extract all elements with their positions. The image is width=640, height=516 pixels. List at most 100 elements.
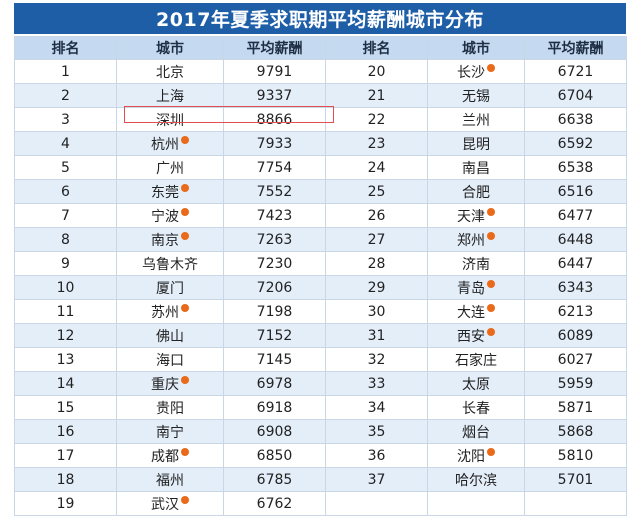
- right-rank-cell: 22: [325, 107, 428, 132]
- table-row: 15 贵阳 6918 34 长春 5871: [14, 395, 627, 420]
- table-row: 17 成都 6850 36 沈阳 5810: [14, 443, 627, 468]
- city-name: 济南: [462, 256, 490, 273]
- city-name: 大连: [457, 304, 485, 321]
- city-name: 成都: [151, 448, 179, 465]
- left-rank-cell: 14: [14, 371, 117, 396]
- orange-dot-icon: [181, 375, 189, 384]
- right-rank-cell: 25: [325, 179, 428, 204]
- orange-dot-icon: [181, 183, 189, 192]
- header-salary-left: 平均薪酬: [223, 36, 326, 60]
- right-salary-cell: 6704: [524, 83, 627, 108]
- left-city-cell: 上海: [116, 83, 224, 108]
- header-rank-left: 排名: [14, 36, 117, 60]
- city-name: 兰州: [462, 112, 490, 129]
- orange-dot-icon: [487, 279, 495, 288]
- city-name: 烟台: [462, 424, 490, 441]
- left-city-cell: 乌鲁木齐: [116, 251, 224, 276]
- left-rank-cell: 13: [14, 347, 117, 372]
- right-salary-cell: [524, 491, 627, 516]
- right-rank-cell: 26: [325, 203, 428, 228]
- orange-dot-icon: [487, 447, 495, 456]
- right-salary-cell: 6538: [524, 155, 627, 180]
- table-row: 3 深圳 8866 22 兰州 6638: [14, 107, 627, 132]
- left-salary-cell: 6978: [223, 371, 326, 396]
- city-name: 深圳: [156, 112, 184, 129]
- left-rank-cell: 9: [14, 251, 117, 276]
- right-salary-cell: 5868: [524, 419, 627, 444]
- city-name: 郑州: [457, 232, 485, 249]
- left-rank-cell: 1: [14, 59, 117, 84]
- left-salary-cell: 7230: [223, 251, 326, 276]
- city-name: 武汉: [151, 496, 179, 513]
- right-rank-cell: 28: [325, 251, 428, 276]
- left-city-cell: 福州: [116, 467, 224, 492]
- left-city-cell: 南京: [116, 227, 224, 252]
- right-rank-cell: 32: [325, 347, 428, 372]
- city-name: 海口: [156, 352, 184, 369]
- left-city-cell: 北京: [116, 59, 224, 84]
- right-salary-cell: 6638: [524, 107, 627, 132]
- table-row: 6 东莞 7552 25 合肥 6516: [14, 179, 627, 204]
- right-rank-cell: 37: [325, 467, 428, 492]
- city-name: 长沙: [457, 64, 485, 81]
- right-rank-cell: 36: [325, 443, 428, 468]
- left-city-cell: 杭州: [116, 131, 224, 156]
- right-salary-cell: 6721: [524, 59, 627, 84]
- right-salary-cell: 6448: [524, 227, 627, 252]
- table-row: 11 苏州 7198 30 大连 6213: [14, 299, 627, 324]
- table-header-row: 排名 城市 平均薪酬 排名 城市 平均薪酬: [14, 36, 627, 60]
- right-city-cell: 哈尔滨: [427, 467, 525, 492]
- left-rank-cell: 16: [14, 419, 117, 444]
- left-rank-cell: 2: [14, 83, 117, 108]
- table-row: 5 广州 7754 24 南昌 6538: [14, 155, 627, 180]
- right-salary-cell: 5810: [524, 443, 627, 468]
- table-row: 8 南京 7263 27 郑州 6448: [14, 227, 627, 252]
- header-rank-right: 排名: [325, 36, 428, 60]
- city-name: 无锡: [462, 88, 490, 105]
- table-row: 2 上海 9337 21 无锡 6704: [14, 83, 627, 108]
- left-city-cell: 苏州: [116, 299, 224, 324]
- city-name: 苏州: [151, 304, 179, 321]
- header-city-left: 城市: [116, 36, 224, 60]
- left-salary-cell: 7263: [223, 227, 326, 252]
- right-rank-cell: 29: [325, 275, 428, 300]
- left-rank-cell: 7: [14, 203, 117, 228]
- table-row: 13 海口 7145 32 石家庄 6027: [14, 347, 627, 372]
- left-salary-cell: 7152: [223, 323, 326, 348]
- city-name: 杭州: [151, 136, 179, 153]
- city-name: 贵阳: [156, 400, 184, 417]
- right-rank-cell: 24: [325, 155, 428, 180]
- left-rank-cell: 10: [14, 275, 117, 300]
- right-city-cell: 太原: [427, 371, 525, 396]
- city-name: 广州: [156, 160, 184, 177]
- right-rank-cell: 31: [325, 323, 428, 348]
- table-row: 4 杭州 7933 23 昆明 6592: [14, 131, 627, 156]
- right-city-cell: 烟台: [427, 419, 525, 444]
- left-city-cell: 宁波: [116, 203, 224, 228]
- left-city-cell: 重庆: [116, 371, 224, 396]
- right-city-cell: 长沙: [427, 59, 525, 84]
- city-name: 石家庄: [455, 352, 497, 369]
- left-city-cell: 贵阳: [116, 395, 224, 420]
- right-city-cell: 合肥: [427, 179, 525, 204]
- right-rank-cell: 23: [325, 131, 428, 156]
- left-city-cell: 深圳: [116, 107, 224, 132]
- right-city-cell: 郑州: [427, 227, 525, 252]
- page-title: 2017年夏季求职期平均薪酬城市分布: [14, 3, 626, 34]
- left-rank-cell: 17: [14, 443, 117, 468]
- orange-dot-icon: [487, 207, 495, 216]
- city-name: 上海: [156, 88, 184, 105]
- table-row: 10 厦门 7206 29 青岛 6343: [14, 275, 627, 300]
- right-city-cell: 西安: [427, 323, 525, 348]
- city-name: 南昌: [462, 160, 490, 177]
- left-salary-cell: 7206: [223, 275, 326, 300]
- right-rank-cell: [325, 491, 428, 516]
- city-name: 福州: [156, 472, 184, 489]
- city-name: 天津: [457, 208, 485, 225]
- city-name: 佛山: [156, 328, 184, 345]
- city-name: 南宁: [156, 424, 184, 441]
- right-salary-cell: 6477: [524, 203, 627, 228]
- right-rank-cell: 30: [325, 299, 428, 324]
- orange-dot-icon: [487, 63, 495, 72]
- city-name: 北京: [156, 64, 184, 81]
